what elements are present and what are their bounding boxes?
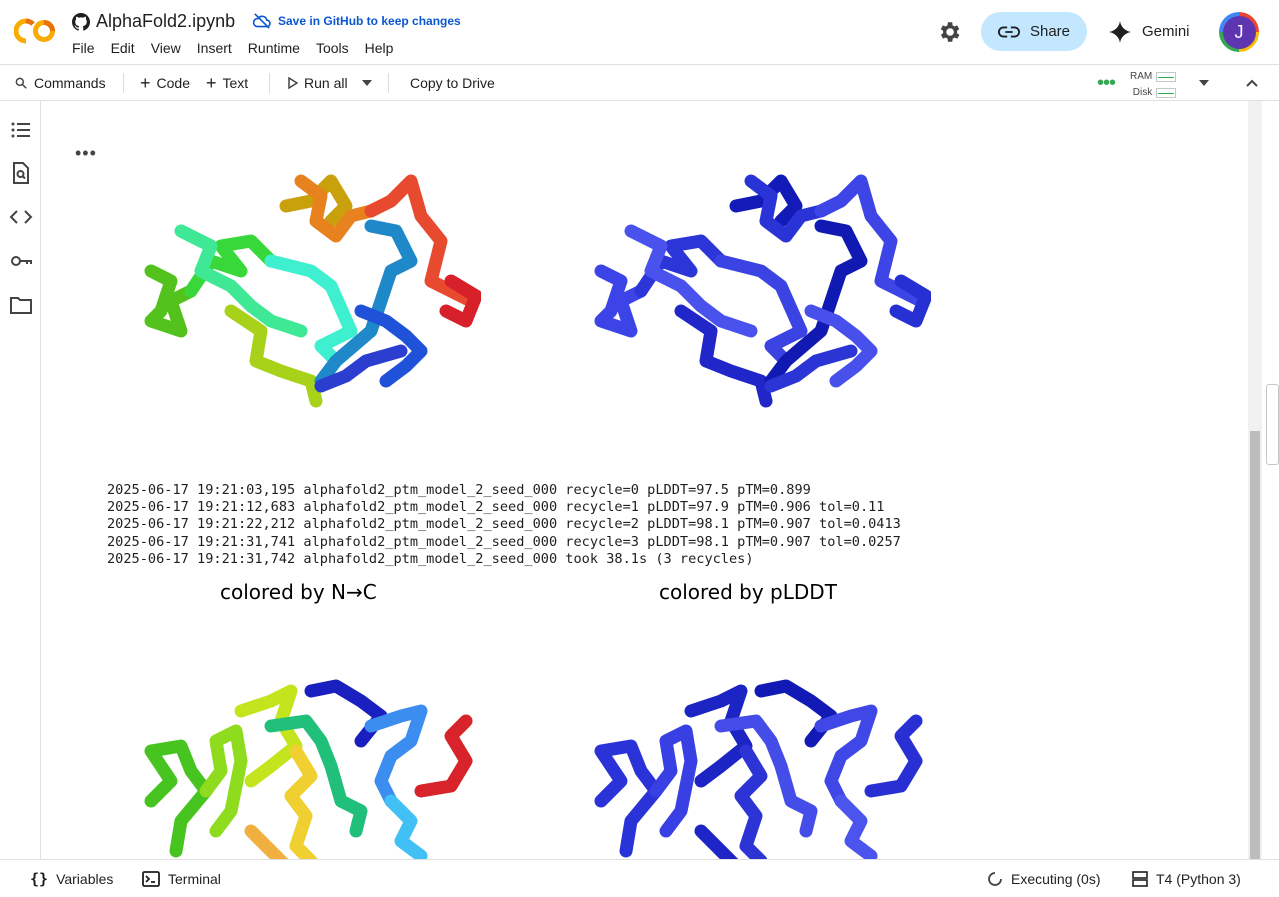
terminal-button[interactable]: Terminal [142, 860, 221, 897]
log-line: 2025-06-17 19:21:31,741 alphafold2_ptm_m… [107, 533, 901, 550]
files-folder-icon[interactable] [9, 293, 33, 317]
copy-to-drive-button[interactable]: Copy to Drive [410, 65, 495, 101]
search-icon [15, 77, 27, 89]
plus-icon: + [206, 73, 217, 93]
plot-title-plddt: colored by pLDDT [659, 580, 837, 604]
log-line: 2025-06-17 19:21:22,212 alphafold2_ptm_m… [107, 516, 901, 533]
runtime-active-dots-icon[interactable]: ••• [1097, 72, 1116, 94]
gemini-sparkle-icon [1109, 20, 1131, 43]
github-icon [72, 12, 90, 31]
menu-help[interactable]: Help [364, 40, 394, 56]
terminal-icon [142, 870, 160, 887]
ram-label: RAM [1130, 71, 1153, 82]
protein-structure-plddt-image-2 [594, 679, 923, 859]
menu-insert[interactable]: Insert [196, 40, 232, 56]
run-all-label[interactable]: Run all [304, 75, 348, 91]
braces-icon: {} [30, 869, 49, 888]
run-all-dropdown[interactable] [361, 65, 373, 101]
chevron-up-icon [1246, 79, 1258, 87]
collapse-header-button[interactable] [1245, 65, 1259, 101]
commands-button[interactable]: Commands [14, 65, 106, 101]
disk-label: Disk [1132, 87, 1153, 98]
app-header: AlphaFold2.ipynb Save in GitHub to keep … [0, 0, 1279, 64]
executing-label[interactable]: Executing (0s) [1011, 870, 1101, 887]
left-sidebar [0, 101, 41, 859]
protein-structure-nc-image-1 [144, 174, 481, 408]
toolbar-divider [388, 73, 389, 93]
scrollbar-thumb[interactable] [1250, 431, 1260, 859]
add-text-label[interactable]: Text [222, 75, 249, 91]
protein-structure-nc-image-2 [144, 679, 473, 859]
status-bar: {} Variables Terminal Executing (0s) T4 … [0, 859, 1279, 896]
terminal-label[interactable]: Terminal [168, 870, 221, 887]
menu-view[interactable]: View [150, 40, 181, 56]
account-avatar[interactable]: J [1219, 12, 1259, 52]
ram-disk-indicator[interactable]: RAM Disk [1130, 69, 1177, 101]
menu-file[interactable]: File [72, 40, 95, 56]
menu-edit[interactable]: Edit [110, 40, 135, 56]
variables-button[interactable]: {} Variables [30, 860, 113, 897]
toolbar-divider [123, 73, 124, 93]
output-more-actions-icon[interactable]: ••• [75, 143, 97, 163]
menu-bar: File Edit View Insert Runtime Tools Help [72, 40, 409, 56]
log-line: 2025-06-17 19:21:03,195 alphafold2_ptm_m… [107, 482, 811, 498]
notebook-name[interactable]: AlphaFold2.ipynb [96, 11, 236, 31]
code-snippets-icon[interactable] [9, 205, 33, 229]
add-code-button[interactable]: + Code [140, 65, 190, 101]
find-replace-icon[interactable] [9, 161, 33, 185]
runtime-type-indicator[interactable]: T4 (Python 3) [1132, 860, 1241, 897]
gemini-label[interactable]: Gemini [1142, 23, 1190, 40]
notebook-output-area: ••• [41, 101, 1248, 859]
save-in-github-label[interactable]: Save in GitHub to keep changes [278, 14, 461, 28]
side-panel-handle[interactable] [1266, 384, 1279, 465]
execution-log: 2025-06-17 19:21:03,195 alphafold2_ptm_m… [107, 482, 901, 568]
menu-runtime[interactable]: Runtime [247, 40, 300, 56]
avatar-initial: J [1222, 15, 1256, 49]
server-icon [1132, 870, 1148, 887]
add-text-button[interactable]: + Text [206, 65, 248, 101]
plus-icon: + [140, 73, 151, 93]
menu-tools[interactable]: Tools [315, 40, 349, 56]
log-line: 2025-06-17 19:21:12,683 alphafold2_ptm_m… [107, 499, 885, 516]
protein-structure-plddt-image-1 [594, 174, 931, 408]
gemini-button[interactable]: Gemini [1108, 12, 1190, 51]
share-label[interactable]: Share [1029, 23, 1071, 40]
spinner-icon [988, 871, 1002, 886]
play-icon [288, 77, 298, 89]
execution-status[interactable]: Executing (0s) [987, 860, 1100, 897]
share-button[interactable]: Share [981, 12, 1087, 51]
caret-down-icon [1199, 80, 1209, 86]
notebook-toolbar: Commands + Code + Text Run all Copy to D… [0, 64, 1279, 101]
disk-usage-bar [1156, 88, 1177, 98]
table-of-contents-icon[interactable] [9, 118, 33, 142]
save-in-github-link[interactable]: Save in GitHub to keep changes [252, 13, 461, 29]
notebook-title[interactable]: AlphaFold2.ipynb [72, 11, 235, 32]
ram-usage-bar [1156, 72, 1177, 82]
cloud-off-icon [252, 13, 271, 29]
log-line: 2025-06-17 19:21:31,742 alphafold2_ptm_m… [107, 550, 754, 567]
secrets-key-icon[interactable] [9, 249, 33, 273]
colab-logo[interactable] [14, 16, 56, 46]
caret-down-icon [362, 80, 372, 86]
settings-gear-icon[interactable] [936, 19, 962, 45]
plot-title-nc: colored by N→C [220, 580, 377, 604]
variables-label[interactable]: Variables [56, 870, 114, 887]
commands-label[interactable]: Commands [34, 75, 106, 91]
copy-to-drive-label[interactable]: Copy to Drive [410, 75, 495, 91]
link-icon [998, 26, 1020, 37]
run-all-button[interactable]: Run all [288, 65, 348, 101]
resources-dropdown[interactable] [1198, 65, 1210, 101]
runtime-label[interactable]: T4 (Python 3) [1156, 870, 1241, 887]
add-code-label[interactable]: Code [156, 75, 190, 91]
toolbar-divider [269, 73, 270, 93]
